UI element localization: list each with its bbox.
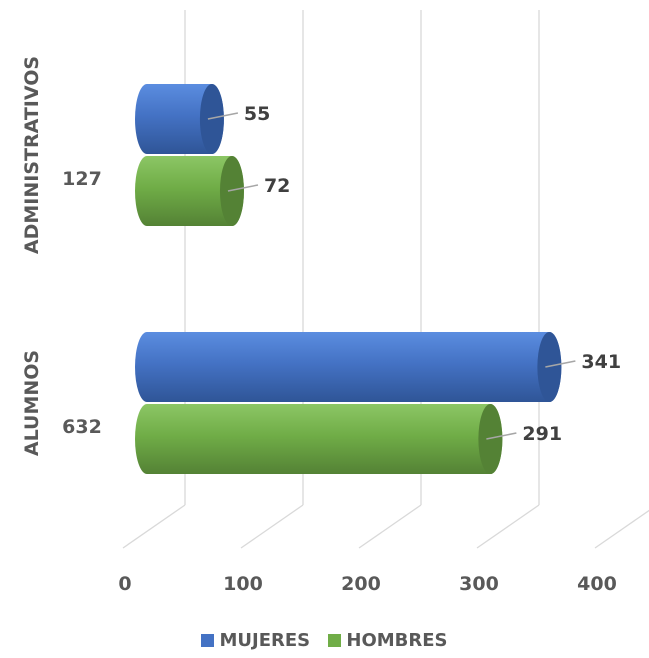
- floor-line-100: [240, 504, 304, 549]
- value-label-hombres-alumnos: 291: [522, 423, 562, 445]
- legend-swatch-hombres: [328, 634, 342, 647]
- leader-bar-hombres-administrativos: [227, 184, 259, 192]
- x-tick-label-300: 300: [459, 573, 499, 595]
- leader-bar-mujeres-administrativos: [207, 112, 239, 120]
- legend-item-mujeres: MUJERES: [201, 630, 310, 651]
- value-label-mujeres-administrativos: 55: [244, 103, 270, 125]
- bar-mujeres-alumnos: [135, 332, 562, 402]
- bar-hombres-administrativos-cap: [219, 156, 244, 226]
- x-tick-label-400: 400: [577, 573, 617, 595]
- value-label-mujeres-alumnos: 341: [581, 351, 621, 373]
- legend-item-hombres: HOMBRES: [328, 630, 448, 651]
- bar-hombres-alumnos: [135, 404, 503, 474]
- bar-hombres-administrativos: [135, 156, 244, 226]
- total-label-alumnos: 632: [62, 416, 102, 438]
- value-label-hombres-administrativos: 72: [264, 175, 290, 197]
- legend: MUJERES HOMBRES: [0, 630, 649, 651]
- labels-group: 0 100 200 300 400 55 72 ADMINISTRATIVOS 127 341 29…: [21, 56, 621, 595]
- bar-mujeres-administrativos-cap: [199, 84, 224, 154]
- bars-group: [135, 84, 562, 474]
- category-label-alumnos: ALUMNOS: [21, 350, 43, 456]
- floor-line-200: [358, 504, 422, 549]
- legend-label-hombres: HOMBRES: [346, 630, 448, 651]
- leader-bar-hombres-alumnos: [486, 432, 517, 440]
- x-tick-label-0: 0: [118, 573, 131, 595]
- category-label-administrativos: ADMINISTRATIVOS: [21, 56, 43, 254]
- legend-swatch-mujeres: [201, 634, 215, 647]
- floor-line-400: [594, 509, 649, 549]
- bar-mujeres-alumnos-cap: [537, 332, 562, 402]
- floor-line-300: [476, 504, 540, 549]
- x-tick-label-200: 200: [341, 573, 381, 595]
- bar-hombres-alumnos-cap: [478, 404, 503, 474]
- leader-bar-mujeres-alumnos: [545, 360, 576, 368]
- floor-line-0: [122, 504, 186, 549]
- total-label-administrativos: 127: [62, 168, 102, 190]
- x-tick-label-100: 100: [223, 573, 263, 595]
- legend-label-mujeres: MUJERES: [219, 630, 311, 651]
